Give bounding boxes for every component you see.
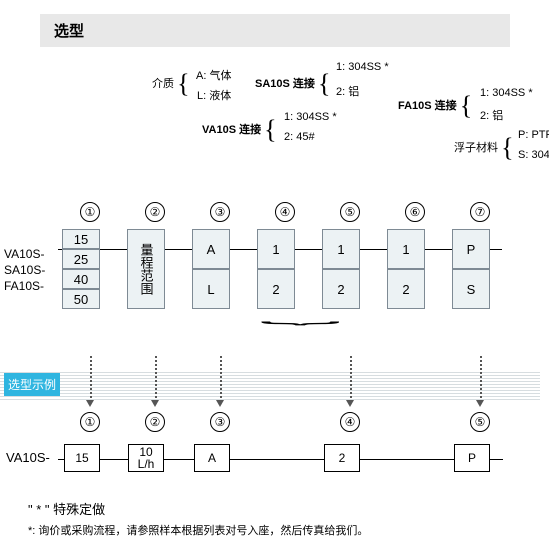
col-num-7: ⑦ bbox=[470, 202, 490, 222]
legend-medium-label: 介质 bbox=[152, 78, 174, 90]
arrowhead-icon bbox=[346, 400, 354, 407]
group-brace-icon: ⏟ bbox=[260, 306, 341, 325]
col-7: P S bbox=[452, 229, 490, 309]
ex-box-4: 2 bbox=[324, 444, 360, 472]
col2-range: 量程范围 bbox=[127, 229, 165, 309]
legend-va10s-label: VA10S 连接 bbox=[202, 124, 261, 136]
ex-box-2: 10 L/h bbox=[128, 444, 164, 472]
legend-fa10s-1: 1: 304SS * bbox=[480, 87, 533, 99]
ex-num-2: ② bbox=[145, 412, 165, 432]
row-labels: VA10S- SA10S- FA10S- bbox=[4, 246, 45, 294]
col-num-5: ⑤ bbox=[340, 202, 360, 222]
col7-opt-p: P bbox=[452, 229, 490, 269]
col6-opt-1: 1 bbox=[387, 229, 425, 269]
ex-box-1: 15 bbox=[64, 444, 100, 472]
col-1: 15 25 40 50 bbox=[62, 229, 100, 309]
arrowhead-icon bbox=[86, 400, 94, 407]
col-6: 1 2 bbox=[387, 229, 425, 309]
col-num-1: ① bbox=[80, 202, 100, 222]
brace-icon: { bbox=[177, 76, 189, 92]
row-label-fa10s: FA10S- bbox=[4, 278, 45, 294]
example-band bbox=[0, 372, 540, 400]
col-num-2: ② bbox=[145, 202, 165, 222]
col5-opt-2: 2 bbox=[322, 269, 360, 309]
legend-sa10s-label: SA10S 连接 bbox=[255, 78, 315, 90]
col3-opt-a: A bbox=[192, 229, 230, 269]
col-num-6: ⑥ bbox=[405, 202, 425, 222]
ex-num-5: ⑤ bbox=[470, 412, 490, 432]
col4-opt-1: 1 bbox=[257, 229, 295, 269]
col-5: 1 2 bbox=[322, 229, 360, 309]
row-label-va10s: VA10S- bbox=[4, 246, 45, 262]
footnote-1: " * " 特殊定做 bbox=[28, 499, 105, 518]
legend-float-label: 浮子材料 bbox=[454, 142, 498, 154]
col4-opt-2: 2 bbox=[257, 269, 295, 309]
brace-icon: { bbox=[501, 140, 513, 156]
legend-sa10s-2: 2: 铝 bbox=[336, 83, 359, 99]
col1-opt-50: 50 bbox=[62, 289, 100, 309]
legend-fa10s-2: 2: 铝 bbox=[480, 107, 503, 123]
col-2: 量程范围 bbox=[127, 229, 165, 309]
ex-box-2-line2: L/h bbox=[138, 458, 155, 470]
brace-icon: { bbox=[264, 122, 276, 138]
arrow-3 bbox=[220, 356, 222, 402]
arrow-2 bbox=[155, 356, 157, 402]
arrowhead-icon bbox=[151, 400, 159, 407]
example-label: 选型示例 bbox=[4, 373, 60, 396]
connector-line-bottom bbox=[58, 459, 503, 460]
col-num-3: ③ bbox=[210, 202, 230, 222]
legend-sa10s-1: 1: 304SS * bbox=[336, 61, 389, 73]
col1-opt-40: 40 bbox=[62, 269, 100, 289]
row-label-sa10s: SA10S- bbox=[4, 262, 45, 278]
arrow-5 bbox=[480, 356, 482, 402]
col6-opt-2: 2 bbox=[387, 269, 425, 309]
arrow-1 bbox=[90, 356, 92, 402]
col-3: A L bbox=[192, 229, 230, 309]
brace-icon: { bbox=[318, 76, 330, 92]
arrow-4 bbox=[350, 356, 352, 402]
arrowhead-icon bbox=[476, 400, 484, 407]
legend-va10s-1: 1: 304SS * bbox=[284, 111, 337, 123]
example-prefix: VA10S- bbox=[6, 450, 50, 465]
ex-num-4: ④ bbox=[340, 412, 360, 432]
col1-opt-15: 15 bbox=[62, 229, 100, 249]
legend-va10s-2: 2: 45# bbox=[284, 131, 315, 143]
col7-opt-s: S bbox=[452, 269, 490, 309]
ex-num-3: ③ bbox=[210, 412, 230, 432]
col-4: 1 2 bbox=[257, 229, 295, 309]
arrowhead-icon bbox=[216, 400, 224, 407]
col-num-4: ④ bbox=[275, 202, 295, 222]
legend-area: 介质 { A: 气体 L: 液体 SA10S 连接 { 1: 304SS * 2… bbox=[40, 53, 549, 183]
legend-float-s: S: 304SS bbox=[518, 149, 549, 161]
page-title: 选型 bbox=[40, 14, 510, 47]
legend-float-p: P: PTFE bbox=[518, 129, 549, 141]
legend-medium-l: L: 液体 bbox=[197, 87, 231, 103]
col5-opt-1: 1 bbox=[322, 229, 360, 269]
col3-opt-l: L bbox=[192, 269, 230, 309]
ex-box-3: A bbox=[194, 444, 230, 472]
legend-fa10s-label: FA10S 连接 bbox=[398, 100, 457, 112]
legend-medium-a: A: 气体 bbox=[196, 67, 231, 83]
col1-opt-25: 25 bbox=[62, 249, 100, 269]
ex-num-1: ① bbox=[80, 412, 100, 432]
brace-icon: { bbox=[460, 98, 472, 114]
ex-box-5: P bbox=[454, 444, 490, 472]
